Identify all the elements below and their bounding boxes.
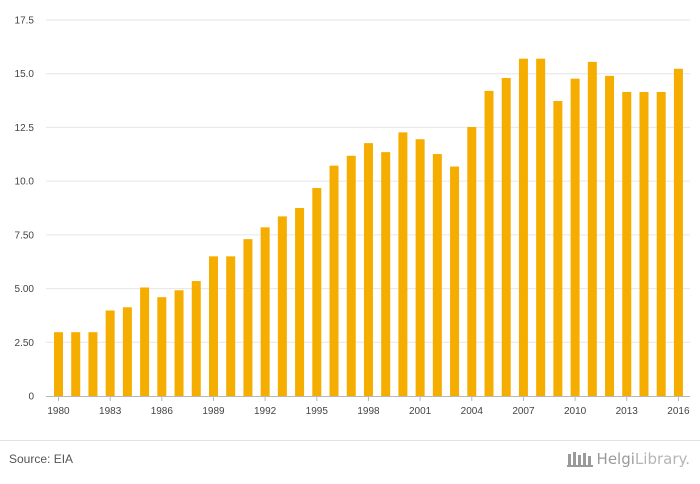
x-tick-label: 1983 [99,406,122,417]
bar-1980[interactable] [54,332,63,396]
bar-1983[interactable] [105,310,115,396]
bar-1990[interactable] [226,256,236,396]
x-axis: 1980 1983 1986 1989 1992 1995 1998 2001 2004 2007… [46,396,690,417]
bar-2015[interactable] [656,91,666,396]
bar-1998[interactable] [363,143,373,396]
y-tick-label: 7.50 [15,230,35,241]
bar-2007[interactable] [518,58,528,396]
y-tick-label: 17.5 [15,16,35,27]
bar-2011[interactable] [587,61,597,396]
bar-2010[interactable] [570,78,580,396]
x-tick-label: 2007 [512,406,535,417]
bar-2013[interactable] [622,91,632,396]
bar-2003[interactable] [450,166,460,396]
bar-1997[interactable] [346,155,356,396]
y-tick-label: 0 [28,392,34,403]
bar-1993[interactable] [277,216,287,396]
x-tick-label: 2004 [461,406,484,417]
bar-1988[interactable] [191,281,201,396]
bar-1994[interactable] [295,208,305,396]
bar-1986[interactable] [157,297,167,396]
y-tick-label: 2.50 [15,338,35,349]
bar-2004[interactable] [467,126,477,397]
source-note: Source: EIA [9,452,74,466]
bars [54,58,683,397]
bar-1982[interactable] [88,332,98,396]
bar-2014[interactable] [639,91,649,396]
helgi-library-logo[interactable]: Helgi Library. [566,450,690,468]
y-tick-label: 5.00 [15,284,35,295]
y-tick-label: 15.0 [15,69,35,80]
bar-1989[interactable] [208,256,218,396]
bar-2000[interactable] [398,132,408,396]
y-axis-ticks: 0 2.50 5.00 7.50 10.0 12.5 15.0 17.5 [15,16,35,403]
y-tick-label: 12.5 [15,123,35,134]
bar-2006[interactable] [501,78,511,397]
x-tick-label: 2016 [667,406,690,417]
bar-2001[interactable] [415,139,425,396]
footer: Source: EIA Helgi Library. [0,440,700,484]
x-tick-label: 1980 [47,406,70,417]
x-tick-label: 1998 [357,406,380,417]
y-tick-label: 10.0 [15,177,35,188]
x-tick-label: 2013 [616,406,639,417]
x-tick-label: 2001 [409,406,432,417]
x-tick-label: 1986 [151,406,174,417]
bar-1995[interactable] [312,188,322,396]
bar-2012[interactable] [605,75,615,396]
bar-2005[interactable] [484,90,494,396]
library-building-icon [566,452,593,467]
bar-2008[interactable] [536,58,546,396]
bar-2009[interactable] [553,101,563,396]
bar-1981[interactable] [71,332,81,396]
x-tick-label: 1992 [254,406,277,417]
bar-1992[interactable] [260,227,270,396]
logo-text-helgi: Helgi [596,450,635,468]
bar-1999[interactable] [381,152,391,396]
bar-1991[interactable] [243,239,253,396]
logo-text-library: Library. [634,450,690,468]
bar-1996[interactable] [329,165,339,396]
bar-1985[interactable] [140,287,150,396]
bar-1987[interactable] [174,290,184,396]
x-tick-label: 1989 [202,406,225,417]
bar-2016[interactable] [673,68,683,396]
bar-2002[interactable] [432,154,442,396]
x-tick-label: 1995 [306,406,329,417]
x-tick-label: 2010 [564,406,587,417]
bar-1984[interactable] [122,307,132,396]
